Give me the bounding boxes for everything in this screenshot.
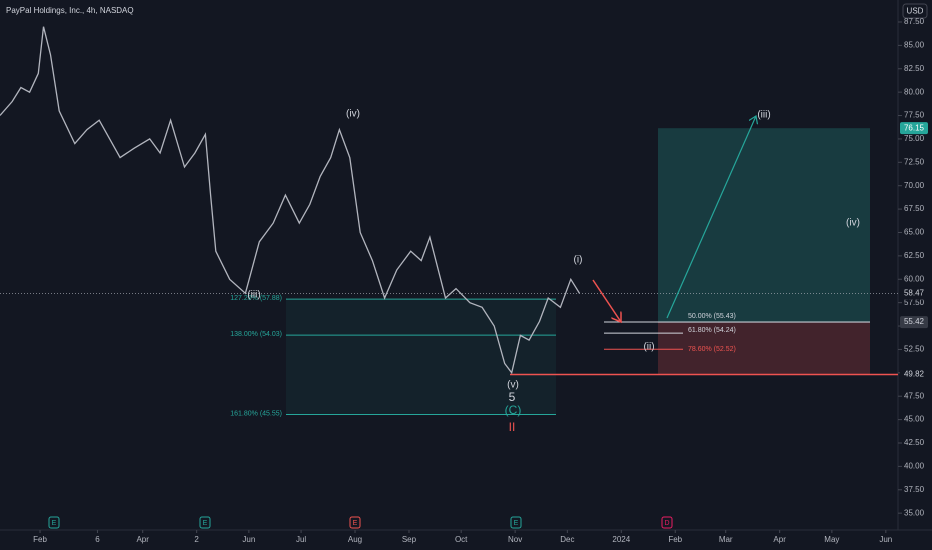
price-tag	[900, 287, 928, 300]
wave-label: (iv)	[346, 109, 360, 120]
projection-arrow	[592, 279, 621, 322]
y-tick-label: 57.50	[904, 298, 925, 307]
x-tick-label: Dec	[560, 535, 574, 544]
x-tick-label: Apr	[136, 535, 149, 544]
y-tick-label: 70.00	[904, 181, 925, 190]
x-tick-label: 6	[95, 535, 100, 544]
event-label: E	[514, 520, 519, 527]
event-label: E	[353, 520, 358, 527]
y-tick-label: 52.50	[904, 345, 925, 354]
x-tick-label: Mar	[719, 535, 733, 544]
price-tag-label: 58.47	[904, 289, 925, 298]
stop-zone	[658, 322, 870, 375]
symbol-title: PayPal Holdings, Inc., 4h, NASDAQ	[6, 6, 134, 15]
wave-label: (C)	[505, 403, 522, 417]
currency-label[interactable]: USD	[907, 7, 924, 16]
price-tag	[900, 368, 928, 381]
fib-label: 161.80% (45.55)	[230, 410, 282, 417]
y-tick-label: 65.00	[904, 228, 925, 237]
wave-label: (v)	[507, 380, 519, 391]
fib-label: 138.00% (54.03)	[230, 331, 282, 338]
y-tick-label: 72.50	[904, 157, 925, 166]
x-tick-label: Jun	[242, 535, 255, 544]
event-icon	[199, 516, 211, 529]
x-tick-label: Sep	[402, 535, 417, 544]
price-line	[0, 26, 581, 375]
y-tick-label: 37.50	[904, 485, 925, 494]
y-tick-label: 85.00	[904, 40, 925, 49]
x-tick-label: 2	[194, 535, 199, 544]
fib-zone	[286, 299, 556, 415]
y-tick-label: 80.00	[904, 87, 925, 96]
price-tag	[900, 122, 928, 135]
fib-label: 61.80% (54.24)	[688, 327, 736, 334]
y-tick-label: 82.50	[904, 64, 925, 73]
projection-arrow	[666, 116, 756, 319]
x-tick-label: May	[824, 535, 839, 544]
y-tick-label: 40.00	[904, 461, 925, 470]
event-icon	[48, 516, 60, 529]
fib-label: 50.00% (55.43)	[688, 313, 736, 320]
wave-label: (iv)	[846, 218, 860, 229]
x-tick-label: Feb	[668, 535, 682, 544]
x-tick-label: 2024	[612, 535, 630, 544]
wave-label: (iii)	[757, 110, 770, 121]
price-tag-label: 49.82	[904, 370, 925, 379]
wave-label: (ii)	[643, 342, 654, 353]
x-tick-label: Feb	[33, 535, 47, 544]
x-tick-label: Jun	[879, 535, 892, 544]
y-tick-label: 67.50	[904, 204, 925, 213]
wave-label: (i)	[574, 255, 583, 266]
price-tag	[900, 316, 928, 329]
wave-label: (iii)	[247, 290, 260, 301]
y-tick-label: 42.50	[904, 438, 925, 447]
y-tick-label: 87.50	[904, 17, 925, 26]
price-tag-label: 76.15	[904, 123, 925, 132]
y-tick-label: 75.00	[904, 134, 925, 143]
fib-label: 127.20% (57.88)	[230, 295, 282, 302]
event-icon	[661, 516, 673, 529]
event-icon	[349, 516, 361, 529]
wave-label: II	[509, 420, 516, 434]
fib-label: 78.60% (52.52)	[688, 346, 736, 353]
y-tick-label: 60.00	[904, 274, 925, 283]
event-label: E	[203, 520, 208, 527]
y-tick-label: 47.50	[904, 391, 925, 400]
x-tick-label: Nov	[508, 535, 522, 544]
y-tick-label: 77.50	[904, 111, 925, 120]
event-label: E	[52, 520, 57, 527]
event-label: D	[664, 520, 669, 527]
x-tick-label: Jul	[296, 535, 306, 544]
y-tick-label: 62.50	[904, 251, 925, 260]
event-icon	[510, 516, 522, 529]
wave-label: 5	[509, 390, 516, 404]
x-tick-label: Apr	[773, 535, 786, 544]
y-tick-label: 45.00	[904, 415, 925, 424]
price-tag-label: 55.42	[904, 317, 925, 326]
y-tick-label: 35.00	[904, 508, 925, 517]
x-tick-label: Aug	[348, 535, 362, 544]
currency-button[interactable]	[902, 3, 928, 19]
x-tick-label: Oct	[455, 535, 468, 544]
target-zone	[658, 128, 870, 323]
